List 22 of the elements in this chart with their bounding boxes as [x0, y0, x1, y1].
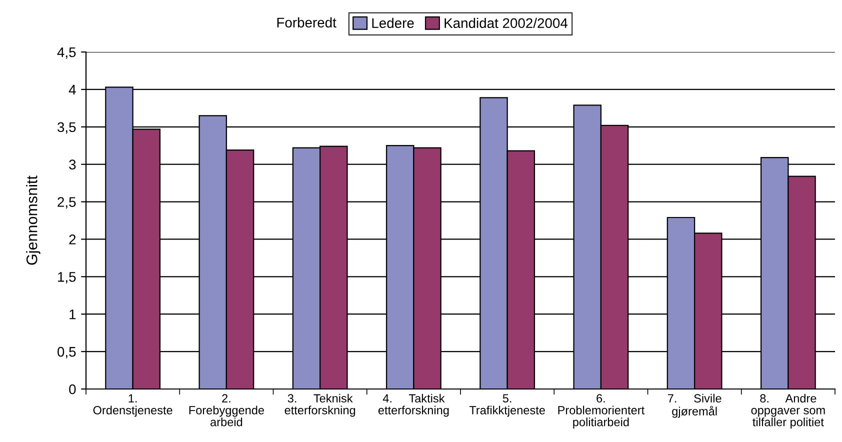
x-tick-label: 6. Problemorientert politiarbeid — [558, 394, 644, 429]
x-tick-label: 3. Teknisk etterforskning — [284, 394, 356, 417]
y-tick-label: 1 — [70, 310, 76, 320]
legend-label: Ledere — [372, 18, 414, 28]
y-tick-label: 4,5 — [57, 47, 76, 59]
y-tick-label: 2 — [69, 234, 76, 244]
y-tick-label: 3 — [69, 160, 76, 170]
x-tick-label: 8. Andre oppgaver som tilfaller politiet — [751, 394, 825, 429]
y-tick-label: 1,5 — [58, 272, 76, 284]
x-tick-label: 2. Forebyggende arbeid — [189, 394, 264, 426]
x-tick-label: 1. Ordenstjeneste — [93, 394, 172, 417]
x-tick-label: 4. Taktisk etterforskning — [378, 394, 449, 417]
y-tick-label: 0,5 — [58, 346, 76, 358]
y-tick-label: 4 — [68, 84, 76, 94]
y-tick-label: 3,5 — [58, 122, 76, 134]
x-tick-label: 5. Trafikktjeneste — [469, 394, 545, 417]
x-tick-label: 7. Sivile gjøremål — [668, 394, 722, 418]
y-tick-label: 2,5 — [58, 197, 76, 209]
legend-label: Kandidat 2002/2004 — [444, 18, 568, 28]
y-tick-label: 0 — [69, 384, 76, 394]
legend-title: Forberedt — [277, 17, 336, 28]
y-axis-title: Gjennomsnitt — [26, 176, 40, 265]
